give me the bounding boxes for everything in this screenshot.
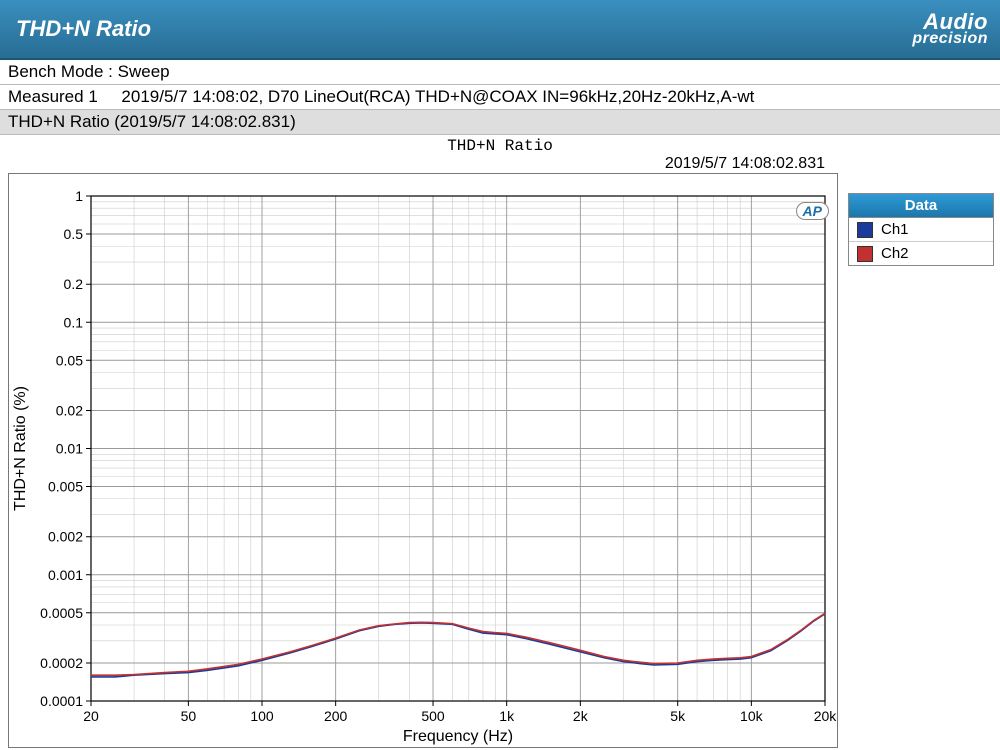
svg-text:0.0002: 0.0002 (40, 655, 83, 671)
svg-text:0.0001: 0.0001 (40, 693, 83, 709)
svg-text:0.02: 0.02 (56, 402, 83, 418)
page-title: THD+N Ratio (16, 16, 151, 42)
chart-subtitle: THD+N Ratio (2019/5/7 14:08:02.831) (8, 112, 296, 131)
svg-text:1k: 1k (499, 708, 515, 724)
svg-text:5k: 5k (670, 708, 686, 724)
svg-text:50: 50 (181, 708, 197, 724)
header-bar: THD+N Ratio Audio precision (0, 0, 1000, 60)
legend-label: Ch2 (881, 245, 909, 262)
svg-text:2k: 2k (573, 708, 589, 724)
legend-swatch (857, 222, 873, 238)
ap-badge-icon: AP (796, 202, 829, 220)
svg-text:THD+N Ratio (%): THD+N Ratio (%) (12, 386, 29, 511)
svg-text:500: 500 (421, 708, 445, 724)
bench-mode-row: Bench Mode : Sweep (0, 60, 1000, 85)
svg-text:0.001: 0.001 (48, 567, 83, 583)
svg-text:0.01: 0.01 (56, 441, 83, 457)
logo-line2: precision (912, 32, 988, 46)
legend-panel: Data Ch1 Ch2 (848, 193, 994, 266)
svg-text:0.002: 0.002 (48, 529, 83, 545)
chart-subtitle-row: THD+N Ratio (2019/5/7 14:08:02.831) (0, 110, 1000, 135)
svg-text:100: 100 (250, 708, 274, 724)
svg-text:0.2: 0.2 (64, 276, 84, 292)
svg-text:20: 20 (83, 708, 99, 724)
chart-title: THD+N Ratio (0, 135, 1000, 155)
logo-line1: Audio (912, 12, 988, 32)
thdn-chart: 20 50 100 200 500 1k 2k 5k 10k 20k 0.0001 0.0002 0.0… (9, 174, 837, 747)
svg-text:0.005: 0.005 (48, 479, 83, 495)
legend-header: Data (849, 194, 993, 218)
svg-text:0.1: 0.1 (64, 314, 84, 330)
measured-details: 2019/5/7 14:08:02, D70 LineOut(RCA) THD+… (121, 87, 754, 106)
legend-swatch (857, 246, 873, 262)
chart-panel: 20 50 100 200 500 1k 2k 5k 10k 20k 0.0001 0.0002 0.0… (8, 173, 838, 748)
bench-mode-label: Bench Mode : (8, 62, 113, 81)
svg-text:Frequency (Hz): Frequency (Hz) (403, 728, 513, 745)
content-area: 20 50 100 200 500 1k 2k 5k 10k 20k 0.0001 0.0002 0.0… (0, 173, 1000, 750)
svg-text:0.05: 0.05 (56, 352, 83, 368)
svg-text:20k: 20k (814, 708, 837, 724)
svg-text:10k: 10k (740, 708, 764, 724)
svg-text:200: 200 (324, 708, 348, 724)
bench-mode-value: Sweep (118, 62, 170, 81)
svg-text:1: 1 (75, 188, 83, 204)
legend-item: Ch1 (849, 218, 993, 242)
legend-item: Ch2 (849, 242, 993, 265)
brand-logo: Audio precision (912, 12, 988, 46)
measured-label: Measured 1 (8, 87, 98, 106)
svg-text:0.0005: 0.0005 (40, 605, 83, 621)
chart-timestamp: 2019/5/7 14:08:02.831 (0, 155, 1000, 173)
svg-text:0.5: 0.5 (64, 226, 84, 242)
measured-row: Measured 1 2019/5/7 14:08:02, D70 LineOu… (0, 85, 1000, 110)
legend-label: Ch1 (881, 221, 909, 238)
